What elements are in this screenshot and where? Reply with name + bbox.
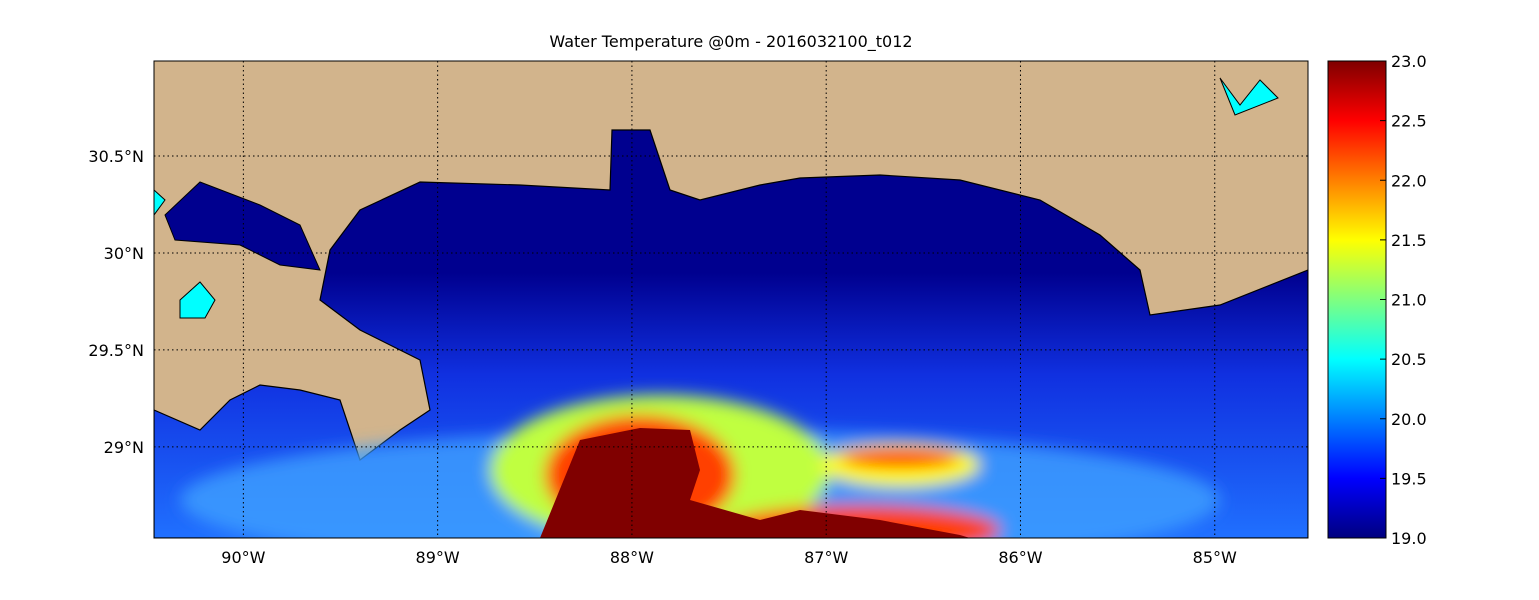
x-tick-label: 85°W (1193, 548, 1237, 567)
x-tick-label: 88°W (610, 548, 654, 567)
map-field (154, 61, 1308, 538)
colorbar-tick-label: 19.5 (1391, 469, 1427, 488)
y-tick-label: 29°N (104, 438, 144, 457)
colorbar-tick-label: 23.0 (1391, 52, 1427, 71)
colorbar-tick-label: 21.0 (1391, 291, 1427, 310)
x-tick-label: 86°W (998, 548, 1042, 567)
lake (1219, 77, 1279, 116)
lake (164, 181, 321, 271)
x-tick-label: 87°W (804, 548, 848, 567)
colorbar-tick-label: 19.0 (1391, 529, 1427, 548)
x-tick-label: 89°W (416, 548, 460, 567)
colorbar-tick-label: 20.5 (1391, 350, 1427, 369)
colorbar-tick-label: 20.0 (1391, 410, 1427, 429)
lake (179, 281, 216, 319)
water (154, 129, 1308, 538)
warm-core (540, 428, 970, 538)
x-tick-label: 90°W (221, 548, 265, 567)
colorbar (1327, 60, 1387, 539)
map-frame (153, 60, 1309, 539)
y-tick-label: 30°N (104, 244, 144, 263)
colorbar-tick-label: 22.5 (1391, 112, 1427, 131)
colorbar-tick-label: 21.5 (1391, 231, 1427, 250)
map-title: Water Temperature @0m - 2016032100_t012 (549, 32, 912, 52)
lake (154, 189, 166, 216)
y-tick-label: 29.5°N (88, 341, 144, 360)
y-tick-label: 30.5°N (88, 147, 144, 166)
colorbar-tick-label: 22.0 (1391, 171, 1427, 190)
